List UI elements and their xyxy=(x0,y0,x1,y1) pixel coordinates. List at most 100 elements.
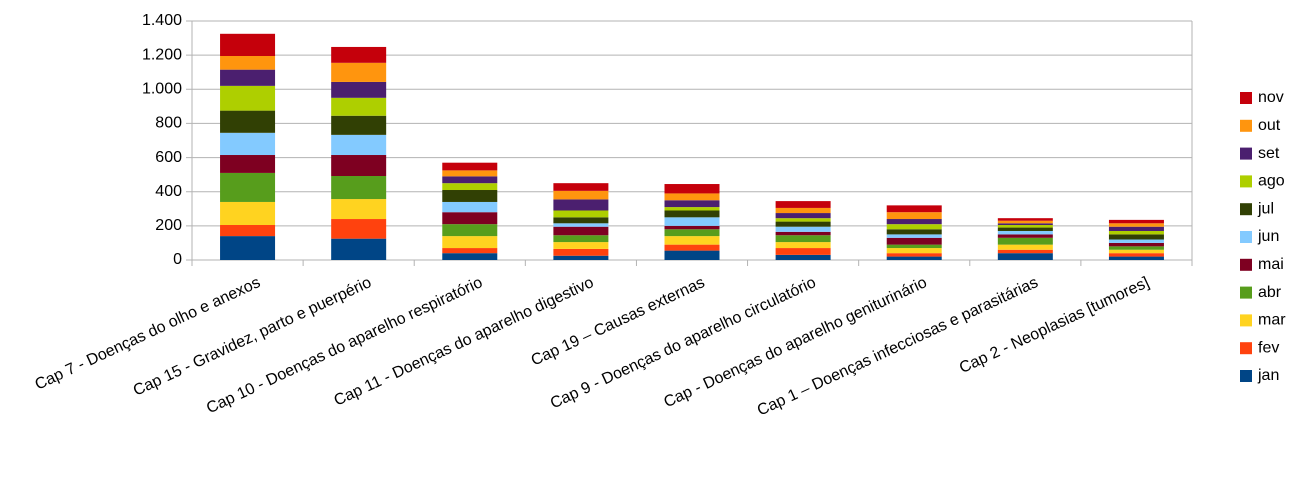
bar-segment xyxy=(886,237,942,245)
bar-segment xyxy=(997,244,1053,250)
bar-segment xyxy=(997,249,1053,254)
y-tick-label: 800 xyxy=(155,115,182,132)
bar-segment xyxy=(664,244,720,251)
bar-segment xyxy=(775,207,831,214)
bar-segment xyxy=(664,217,720,226)
bar-segment xyxy=(775,248,831,255)
y-tick-label: 600 xyxy=(155,149,182,166)
bar-segment xyxy=(442,190,498,202)
bar-segment xyxy=(331,81,387,98)
bar-segment xyxy=(1108,242,1164,247)
bar-segment xyxy=(886,205,942,213)
bar-segment xyxy=(331,199,387,220)
bar-segment xyxy=(886,234,942,238)
legend-swatch xyxy=(1240,286,1252,299)
bar-segment xyxy=(331,176,387,200)
bar-segment xyxy=(664,236,720,245)
bar-segment xyxy=(775,226,831,232)
legend-swatch xyxy=(1240,92,1252,104)
legend-swatch xyxy=(1240,231,1252,243)
bar-segment xyxy=(997,223,1053,226)
bar-segment xyxy=(220,172,276,202)
bar-segment xyxy=(775,254,831,260)
legend-label: jul xyxy=(1257,200,1274,217)
bar-segment xyxy=(664,193,720,201)
bar-segment xyxy=(664,250,720,260)
bar-segment xyxy=(1108,234,1164,240)
bar-segment xyxy=(664,229,720,237)
bar-segment xyxy=(886,224,942,230)
bar-segment xyxy=(442,248,498,254)
bar-segment xyxy=(442,224,498,237)
legend-label: mai xyxy=(1258,256,1284,273)
legend-label: jan xyxy=(1257,367,1279,384)
bar-segment xyxy=(442,176,498,184)
bar-segment xyxy=(775,221,831,227)
bar-segment xyxy=(220,201,276,226)
bar-segment xyxy=(886,219,942,225)
y-tick-label: 400 xyxy=(155,183,182,200)
y-tick-label: 200 xyxy=(155,217,182,234)
bar-segment xyxy=(775,213,831,219)
bar-segment xyxy=(664,225,720,230)
bar-segment xyxy=(442,201,498,213)
bar-segment xyxy=(997,230,1053,235)
bar-segment xyxy=(1108,230,1164,235)
x-tick-label: Cap 19 – Causas externas xyxy=(529,274,708,369)
bar-segment xyxy=(1108,223,1164,227)
bar-segment xyxy=(775,231,831,236)
bar-segment xyxy=(220,155,276,173)
bar-segment xyxy=(664,200,720,208)
legend-swatch xyxy=(1240,258,1252,271)
bar-segment xyxy=(553,242,609,249)
bar-segment xyxy=(442,183,498,191)
bar-segment xyxy=(997,237,1053,245)
bar-segment xyxy=(775,242,831,249)
bar-segment xyxy=(442,212,498,225)
bar-segment xyxy=(553,199,609,211)
bar-segment xyxy=(997,234,1053,238)
bar-segment xyxy=(331,62,387,82)
bar-segment xyxy=(220,85,276,111)
legend-swatch xyxy=(1240,203,1252,216)
legend-swatch xyxy=(1240,370,1252,382)
bar-segment xyxy=(664,184,720,194)
bar-segment xyxy=(1108,256,1164,260)
bar-segment xyxy=(775,235,831,243)
legend-label: jun xyxy=(1257,228,1279,245)
bar-segment xyxy=(220,33,276,56)
bar-segment xyxy=(1108,246,1164,250)
bar-segment xyxy=(331,219,387,239)
bar-segment xyxy=(553,183,609,191)
legend-label: abr xyxy=(1258,284,1282,301)
bar-segment xyxy=(442,253,498,260)
bar-segment xyxy=(886,256,942,260)
legend-label: set xyxy=(1258,145,1280,162)
bar-segment xyxy=(997,225,1053,228)
bar-segment xyxy=(220,132,276,156)
y-tick-label: 1.200 xyxy=(142,46,182,63)
bar-segment xyxy=(1108,253,1164,257)
bar-segment xyxy=(664,207,720,211)
bar-segment xyxy=(220,69,276,86)
bar-segment xyxy=(331,134,387,156)
bar-segment xyxy=(220,225,276,237)
bar-segment xyxy=(553,223,609,227)
bar-segment xyxy=(775,218,831,222)
bar-segment xyxy=(886,248,942,254)
bar-segment xyxy=(886,229,942,235)
y-tick-label: 1.400 xyxy=(142,12,182,29)
bar-segment xyxy=(220,110,276,133)
bar-segment xyxy=(553,226,609,236)
x-tick-label: Cap 2 - Neoplasias [tumores] xyxy=(957,274,1152,377)
bar-segment xyxy=(331,97,387,116)
legend-swatch xyxy=(1240,119,1252,132)
legend-label: out xyxy=(1258,117,1281,134)
legend-swatch xyxy=(1240,342,1252,355)
bar-segment xyxy=(997,227,1053,231)
bar-segment xyxy=(442,236,498,249)
bar-segment xyxy=(553,255,609,260)
bar-segment xyxy=(331,155,387,177)
legend-swatch xyxy=(1240,147,1252,160)
bar-segment xyxy=(553,248,609,256)
